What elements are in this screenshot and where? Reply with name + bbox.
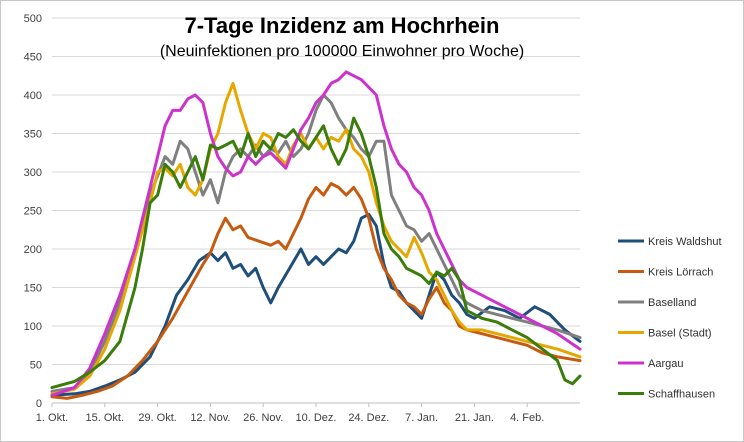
y-tick-label-100: 100 (24, 321, 42, 333)
y-tick-label-150: 150 (24, 283, 42, 295)
y-tick-label-300: 300 (24, 167, 42, 179)
legend-label-5: Aargau (648, 358, 683, 370)
y-tick-label-250: 250 (24, 206, 42, 218)
series-line-6 (50, 116, 582, 390)
x-tick-label: 29. Okt. (138, 412, 177, 424)
y-tick-label-450: 450 (24, 52, 42, 64)
x-tick-label: 10. Dez. (296, 412, 337, 424)
x-tick-label: 15. Okt. (86, 412, 125, 424)
series-line-3 (50, 93, 582, 393)
series-lines (50, 70, 582, 400)
chart-subtitle: (Neuinfektionen pro 100000 Einwohner pro… (160, 43, 524, 60)
series-line-5 (50, 70, 582, 397)
y-tick-label-50: 50 (30, 360, 42, 372)
x-axis: 1. Okt. 15. Okt. 29. Okt. 12. Nov. 26. Nov. 1… (36, 402, 580, 424)
legend: Kreis Waldshut Kreis Lörrach Baselland Base… (618, 236, 722, 401)
series-line-1 (50, 212, 582, 397)
y-tick-label-200: 200 (24, 244, 42, 256)
legend-label-3: Baselland (648, 297, 696, 309)
y-tick-label-0: 0 (36, 398, 42, 410)
legend-label-1: Kreis Waldshut (648, 236, 722, 248)
x-tick-label: 26. Nov. (243, 412, 283, 424)
chart-title: 7-Tage Inzidenz am Hochrhein (185, 13, 500, 38)
x-tick-label: 4. Feb. (510, 412, 544, 424)
x-tick-label: 24. Dez. (348, 412, 389, 424)
y-tick-label-350: 350 (24, 129, 42, 141)
legend-label-2: Kreis Lörrach (648, 267, 713, 279)
y-tick-label-400: 400 (24, 90, 42, 102)
legend-label-6: Schaffhausen (648, 389, 715, 401)
x-tick-label: 1. Okt. (36, 412, 68, 424)
y-tick-label-500: 500 (24, 13, 42, 25)
legend-label-4: Basel (Stadt) (648, 328, 712, 340)
x-tick-label: 7. Jan. (405, 412, 438, 424)
y-axis: 0 50 100 150 200 250 300 350 400 450 500 (24, 13, 42, 410)
x-tick-label: 21. Jan. (455, 412, 494, 424)
x-tick-label: 12. Nov. (190, 412, 230, 424)
